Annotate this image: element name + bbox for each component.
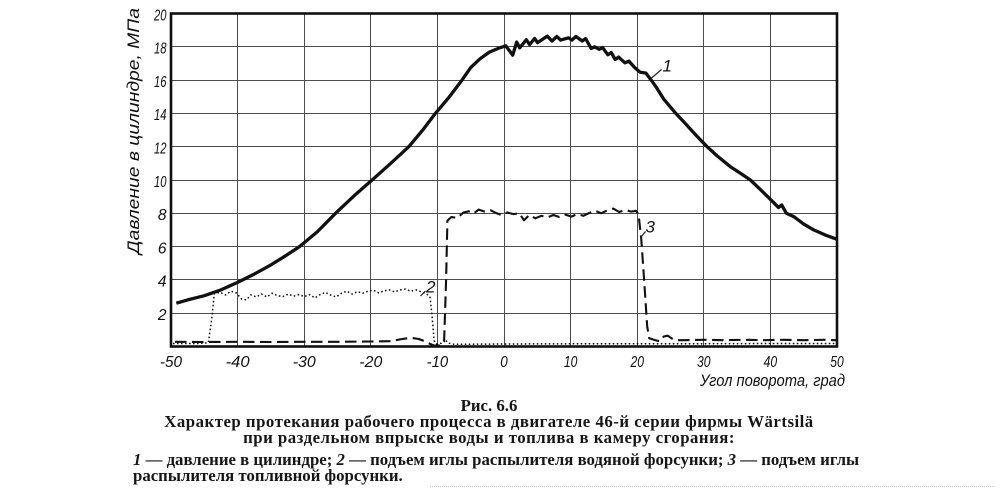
svg-text:20: 20 xyxy=(630,354,644,371)
svg-text:-30: -30 xyxy=(293,354,316,371)
svg-text:0: 0 xyxy=(500,354,508,371)
svg-text:8: 8 xyxy=(158,207,167,224)
svg-text:3: 3 xyxy=(646,218,656,237)
svg-text:12: 12 xyxy=(154,141,167,158)
svg-text:2: 2 xyxy=(157,307,167,324)
svg-text:4: 4 xyxy=(158,274,167,291)
svg-text:Давление в цилиндре, МПа: Давление в цилиндре, МПа xyxy=(124,8,143,256)
svg-text:18: 18 xyxy=(154,41,167,58)
svg-text:14: 14 xyxy=(154,107,167,124)
svg-text:-20: -20 xyxy=(359,354,382,371)
svg-text:6: 6 xyxy=(158,240,167,257)
svg-text:Угол поворота, град: Угол поворота, град xyxy=(699,371,845,390)
svg-text:30: 30 xyxy=(697,354,711,371)
svg-text:20: 20 xyxy=(153,7,166,24)
svg-text:1: 1 xyxy=(663,57,672,76)
svg-text:-50: -50 xyxy=(160,354,182,371)
svg-text:10: 10 xyxy=(564,354,578,371)
svg-text:16: 16 xyxy=(154,74,167,91)
svg-text:-10: -10 xyxy=(427,354,449,371)
svg-text:10: 10 xyxy=(154,174,167,191)
svg-text:50: 50 xyxy=(830,354,844,371)
svg-text:-40: -40 xyxy=(226,354,250,371)
svg-text:40: 40 xyxy=(764,354,778,371)
svg-text:2: 2 xyxy=(425,278,436,297)
